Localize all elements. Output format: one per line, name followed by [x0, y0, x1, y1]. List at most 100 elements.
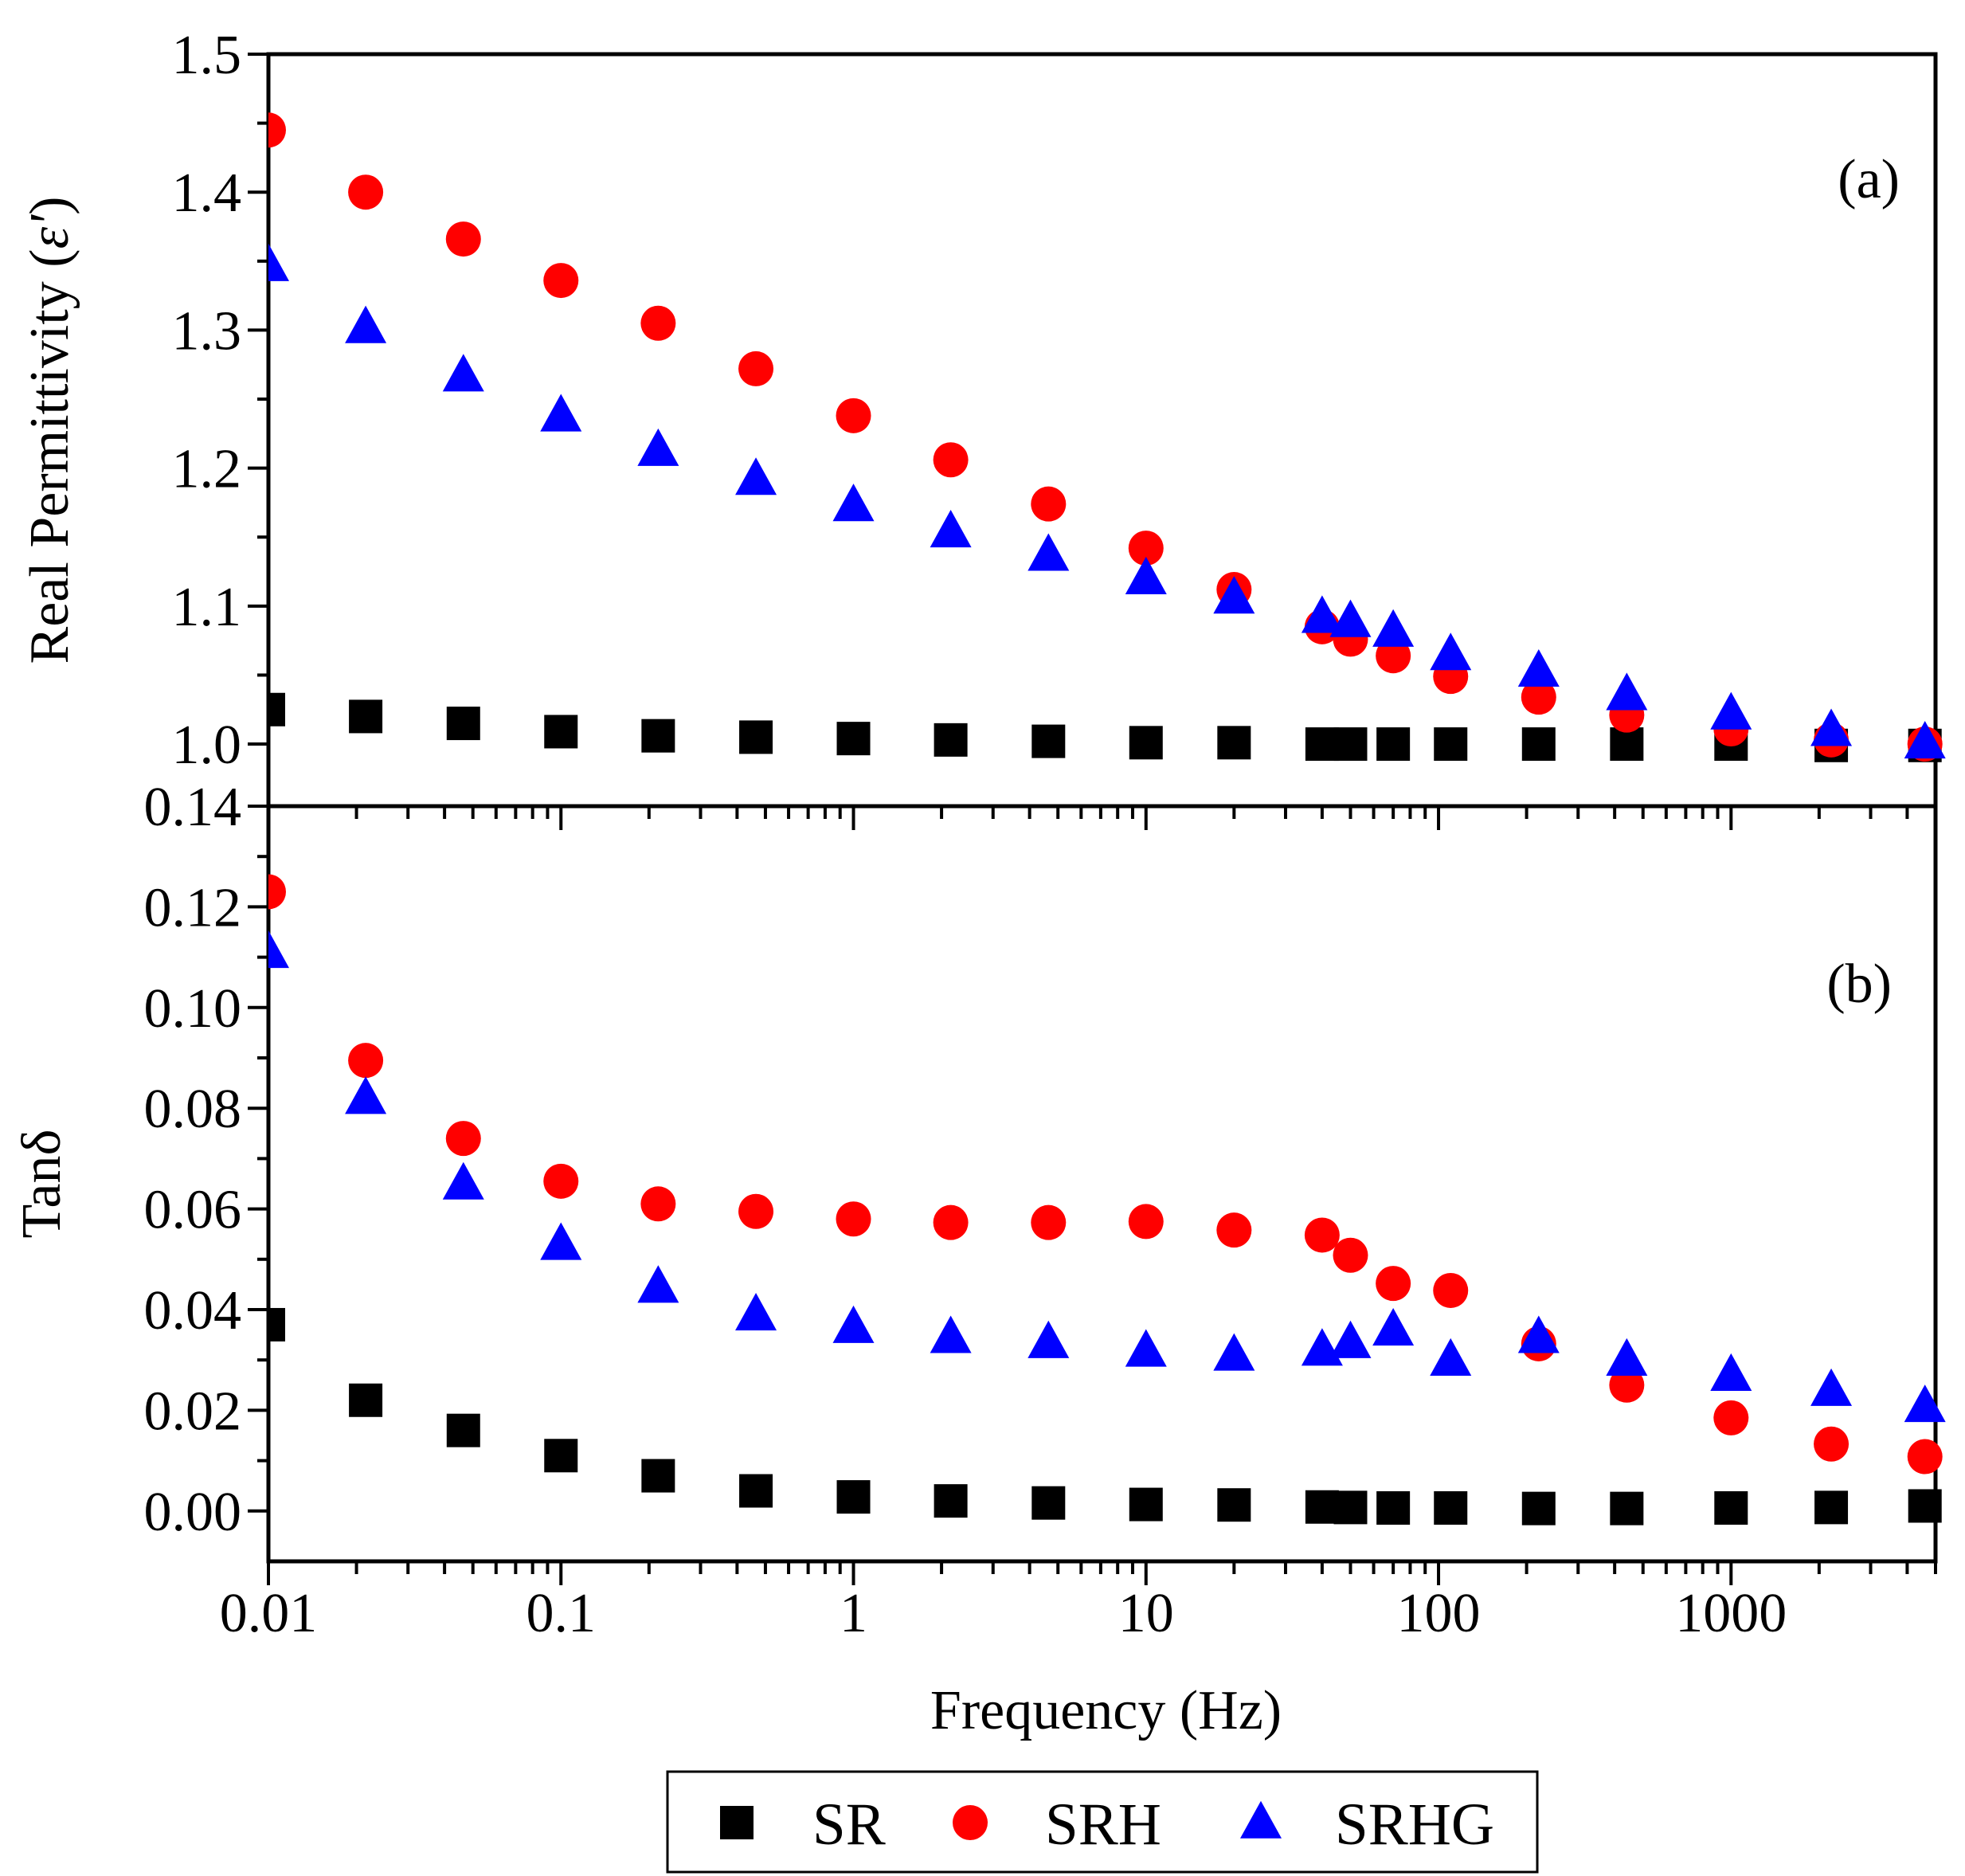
point-srh: [1907, 1439, 1943, 1475]
point-sr: [1217, 726, 1251, 760]
point-srhg: [637, 1265, 679, 1303]
point-srhg: [540, 1222, 582, 1260]
point-srhg: [1028, 1320, 1070, 1358]
point-srhg: [540, 394, 582, 432]
x-tick-label: 1000: [1675, 1583, 1787, 1644]
point-sr: [349, 699, 383, 734]
y-axis-title: Real Permittivity (ε'): [19, 197, 80, 664]
point-srh: [1031, 486, 1067, 522]
point-srhg: [345, 1076, 387, 1114]
point-sr: [641, 1459, 675, 1493]
point-srh: [445, 221, 481, 257]
point-sr: [446, 707, 480, 741]
point-srh: [1128, 531, 1164, 566]
point-sr: [836, 1480, 871, 1514]
point-srh: [933, 1204, 969, 1240]
point-srh: [1814, 1426, 1850, 1462]
x-tick-label: 0.1: [526, 1583, 597, 1644]
point-srhg: [1904, 1384, 1946, 1423]
point-sr: [1031, 724, 1066, 758]
legend-marker-sr: [720, 1806, 754, 1839]
point-sr: [1434, 1491, 1468, 1525]
x-tick-label: 100: [1397, 1583, 1481, 1644]
point-srh: [1713, 1400, 1749, 1435]
data-points: [268, 112, 1946, 762]
legend-label-srhg: SRHG: [1335, 1792, 1494, 1858]
point-sr: [1129, 1487, 1163, 1522]
panel-label: (a): [1838, 149, 1900, 210]
point-sr: [268, 692, 285, 727]
point-sr: [1521, 1491, 1556, 1525]
point-srh: [1128, 1204, 1164, 1240]
point-srhg: [1810, 708, 1853, 746]
point-sr: [268, 1307, 285, 1341]
legend-marker-srh: [953, 1805, 988, 1840]
point-srhg: [268, 930, 289, 969]
point-srh: [640, 1186, 676, 1222]
point-srhg: [442, 1161, 484, 1200]
point-sr: [739, 720, 773, 754]
point-srhg: [1606, 672, 1648, 711]
point-srhg: [345, 305, 387, 343]
point-srh: [268, 874, 286, 910]
plot-frame: [266, 804, 1938, 1564]
point-srhg: [930, 510, 972, 548]
point-srhg: [1810, 1368, 1853, 1406]
point-srhg: [735, 1293, 777, 1331]
point-srhg: [1372, 1308, 1415, 1346]
point-srh: [738, 351, 774, 386]
point-srhg: [1430, 1337, 1472, 1376]
point-srh: [348, 1043, 384, 1079]
point-sr: [1376, 727, 1411, 762]
legend-box: [666, 1770, 1539, 1874]
point-srh: [1609, 1367, 1645, 1403]
point-srh: [640, 305, 676, 341]
legend-marker-srhg: [1240, 1800, 1282, 1839]
panel-a: 1.0 1.1 1.2 1.3 1.4 1.5 (a) Real Permittivity (…: [19, 25, 1946, 830]
y-tick-label: 0.08: [144, 1079, 242, 1140]
point-sr: [836, 722, 871, 756]
point-srhg: [1710, 1353, 1752, 1391]
point-sr: [1333, 727, 1368, 762]
plot-frame: [266, 52, 1938, 809]
point-srhg: [735, 457, 777, 495]
y-tick-label: 0.02: [144, 1381, 242, 1442]
point-sr: [1305, 1490, 1339, 1524]
data-points: [268, 874, 1946, 1525]
point-srhg: [442, 354, 484, 392]
point-sr: [446, 1413, 480, 1447]
point-srh: [268, 112, 286, 148]
point-srh: [348, 174, 384, 210]
point-srh: [836, 398, 871, 433]
point-srh: [1304, 1217, 1340, 1253]
point-srh: [933, 442, 969, 478]
legend-label-sr: SR: [812, 1792, 886, 1858]
panel-b: 0.00 0.02 0.04 0.06 0.08 0.10 0.12 0.14 (b) Tanδ: [11, 777, 1946, 1585]
point-srh: [1376, 1266, 1411, 1302]
point-sr: [739, 1474, 773, 1508]
point-sr: [1217, 1488, 1251, 1522]
point-srhg: [1125, 1329, 1167, 1367]
point-srh: [1333, 1237, 1368, 1273]
y-tick-label: 1.4: [172, 163, 242, 224]
point-srhg: [1329, 599, 1372, 637]
x-tick-label: 1: [840, 1583, 867, 1644]
y-tick-label: 0.10: [144, 978, 242, 1040]
point-srh: [445, 1121, 481, 1157]
point-srhg: [1904, 721, 1946, 759]
point-srh: [1031, 1204, 1067, 1240]
point-sr: [544, 1439, 578, 1473]
x-tick-label: 0.01: [220, 1583, 318, 1644]
point-sr: [1376, 1491, 1411, 1525]
point-srhg: [1213, 1333, 1255, 1371]
y-tick-label: 1.0: [172, 715, 242, 776]
point-srh: [543, 1163, 579, 1199]
y-tick-label: 0.12: [144, 877, 242, 938]
point-srhg: [1372, 609, 1415, 647]
point-sr: [934, 723, 968, 757]
point-srhg: [832, 1305, 875, 1343]
point-sr: [641, 719, 675, 753]
legend: SR SRH SRHG: [666, 1770, 1539, 1874]
